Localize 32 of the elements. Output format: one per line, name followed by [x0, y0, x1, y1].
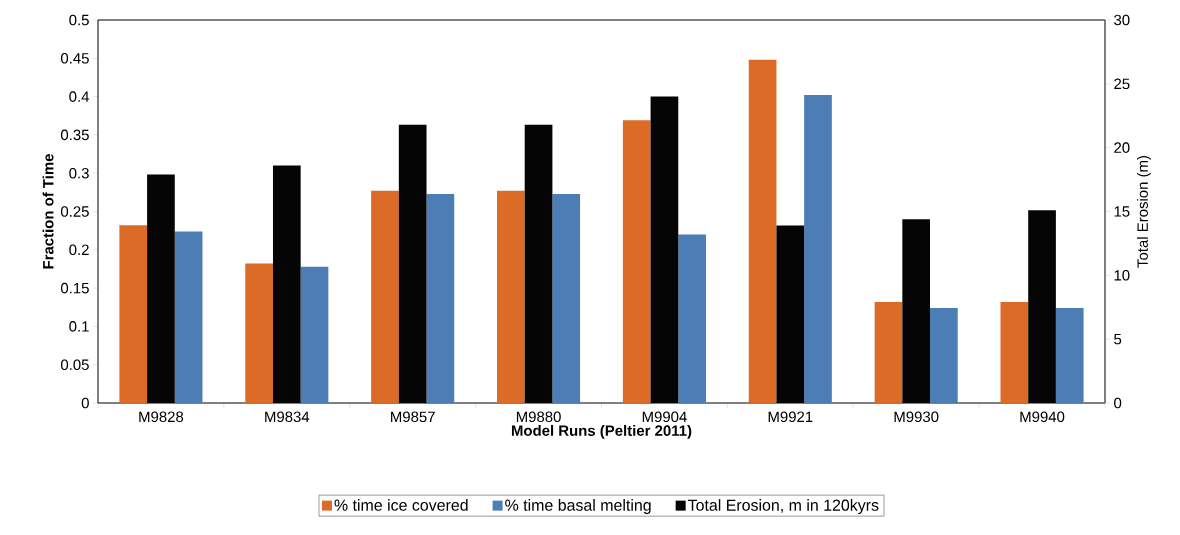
y-tick-label: 0.15 [60, 282, 89, 294]
x-tick-label: M9921 [768, 411, 813, 423]
y-tick-label: 0.25 [60, 206, 89, 217]
x-tick-label: M9828 [139, 411, 184, 423]
x-tick-label: M9930 [894, 411, 939, 423]
y2-tick-label: 10 [1114, 270, 1130, 281]
y2-tick-label: 0 [1114, 397, 1122, 409]
legend-label: % time ice covered [334, 499, 468, 511]
y2-axis-title: Total Erosion (m) [1136, 155, 1151, 268]
x-tick-label: M9904 [642, 411, 687, 423]
x-tick-label: M9880 [516, 411, 561, 423]
legend-label: % time basal melting [505, 499, 651, 514]
y-tick-label: 0.1 [69, 321, 89, 332]
y2-tick-label: 5 [1114, 333, 1122, 345]
x-tick-label: M9857 [391, 411, 435, 423]
y-tick-label: 0 [81, 397, 89, 409]
y-tick-label: 0.05 [60, 359, 89, 370]
y-tick-label: 0.2 [69, 244, 89, 256]
legend-label: Total Erosion, m in 120kyrs [688, 499, 879, 514]
x-axis-title: Model Runs (Peltier 2011) [511, 424, 692, 439]
x-tick-label: M9940 [1020, 411, 1065, 423]
y-tick-label: 0.45 [60, 53, 89, 64]
y2-tick-label: 25 [1114, 78, 1130, 90]
y-tick-label: 0.35 [60, 129, 89, 141]
y2-tick-label: 30 [1114, 14, 1130, 26]
y-tick-label: 0.3 [69, 167, 89, 179]
y-tick-label: 0.5 [69, 14, 89, 26]
y2-tick-label: 15 [1114, 206, 1130, 217]
y-tick-label: 0.4 [69, 91, 90, 102]
y-axis-title: Fraction of Time [42, 154, 54, 269]
y2-tick-label: 20 [1114, 142, 1130, 153]
x-tick-label: M9834 [265, 411, 310, 423]
